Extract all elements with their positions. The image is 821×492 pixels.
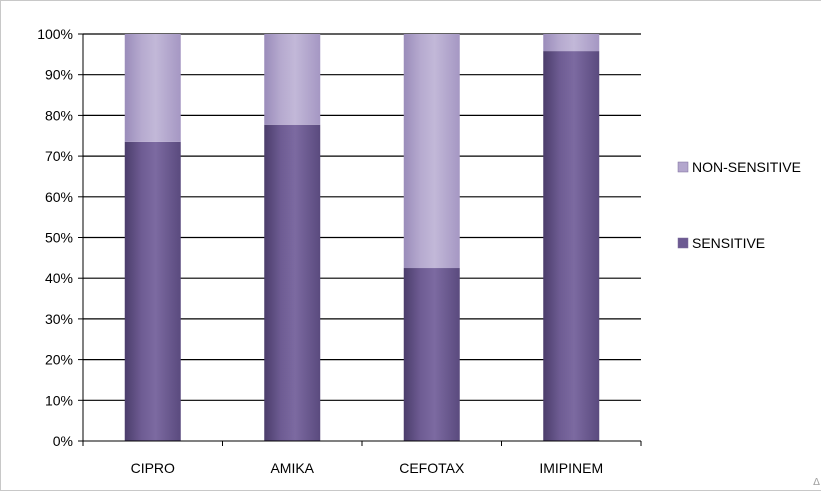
legend: NON-SENSITIVE SENSITIVE — [677, 159, 801, 251]
bar-non-sensitive-amika — [264, 34, 321, 125]
y-tick-label: 20% — [45, 352, 73, 368]
y-tick-label: 60% — [45, 189, 73, 205]
legend-label-non-sensitive: NON-SENSITIVE — [692, 159, 801, 175]
y-tick-label: 80% — [45, 107, 73, 123]
y-tick-label: 50% — [45, 230, 73, 246]
legend-swatch-non-sensitive — [677, 161, 689, 173]
x-tick-label: AMIKA — [270, 460, 314, 476]
y-tick-label: 70% — [45, 148, 73, 164]
y-tick-label: 40% — [45, 270, 73, 286]
bar-non-sensitive-cipro — [124, 34, 181, 142]
bar-sensitive-amika — [264, 124, 321, 442]
x-axis-tick-labels: CIPRO AMIKA CEFOTAX IMIPINEM — [131, 460, 604, 476]
axes — [78, 33, 642, 446]
bar-non-sensitive-imipinem — [543, 34, 600, 52]
y-tick-label: 0% — [53, 433, 73, 449]
bar-sensitive-cefotax — [403, 268, 460, 441]
bar-sensitive-imipinem — [543, 51, 600, 442]
legend-swatch-sensitive — [677, 237, 689, 249]
legend-label-sensitive: SENSITIVE — [692, 235, 765, 251]
bar-non-sensitive-cefotax — [403, 34, 460, 269]
x-tick-label: CEFOTAX — [399, 460, 465, 476]
y-tick-label: 90% — [45, 67, 73, 83]
bars — [124, 34, 600, 442]
x-tick-label: CIPRO — [131, 460, 175, 476]
y-tick-label: 10% — [45, 392, 73, 408]
y-axis-tick-labels: 0% 10% 20% 30% 40% 50% 60% 70% 80% 90% 100% — [37, 26, 73, 449]
y-tick-label: 100% — [37, 26, 73, 42]
bar-sensitive-cipro — [124, 141, 181, 442]
corner-glyph: Δ — [813, 477, 820, 488]
y-tick-label: 30% — [45, 311, 73, 327]
x-tick-label: IMIPINEM — [539, 460, 603, 476]
